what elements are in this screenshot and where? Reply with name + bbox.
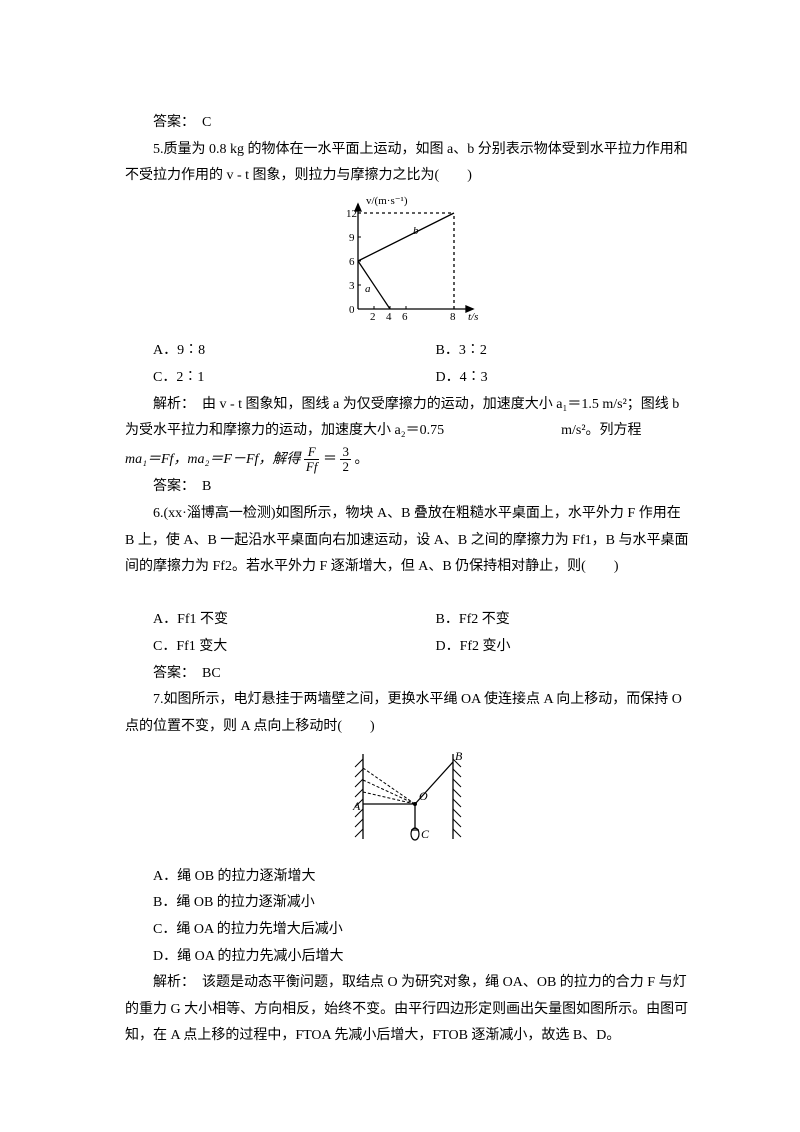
label-C: C [421, 827, 430, 841]
svg-text:6: 6 [402, 311, 408, 323]
q7-optB: B．绳 OB 的拉力逐渐减小 [125, 890, 690, 917]
q7-optC: C．绳 OA 的拉力先增大后减小 [125, 917, 690, 944]
q5-eq-pre: ma₁＝Ff，ma₂＝F－Ff，解得 [125, 452, 300, 467]
frac1-den: Ff [304, 460, 320, 474]
q5-optB: B．3∶2 [408, 338, 691, 365]
q7-stem: 7.如图所示，电灯悬挂于两墙壁之间，更换水平绳 OA 使连接点 A 向上移动，而… [125, 687, 690, 740]
q6-optD: D．Ff2 变小 [408, 634, 691, 661]
frac2-den: 2 [340, 460, 351, 474]
label-O: O [419, 789, 428, 803]
svg-text:4: 4 [386, 311, 392, 323]
xlabel: t/s [468, 311, 478, 323]
svg-text:0: 0 [349, 304, 355, 316]
q7-options: A．绳 OB 的拉力逐渐增大 B．绳 OB 的拉力逐渐减小 C．绳 OA 的拉力… [125, 864, 690, 970]
q6-stem: 6.(xx·淄博高一检测)如图所示，物块 A、B 叠放在粗糙水平桌面上，水平外力… [125, 501, 690, 581]
q6-optA: A．Ff1 不变 [125, 607, 408, 634]
q7-optD: D．绳 OA 的拉力先减小后增大 [125, 944, 690, 971]
q5-optC: C．2∶1 [125, 365, 408, 392]
svg-text:8: 8 [450, 311, 456, 323]
q6-optB: B．Ff2 不变 [408, 607, 691, 634]
q6-options: A．Ff1 不变 B．Ff2 不变 C．Ff1 变大 D．Ff2 变小 [125, 607, 690, 660]
svg-text:3: 3 [349, 280, 355, 292]
q6-answer: 答案： BC [125, 661, 690, 688]
q5-answer: 答案： B [125, 474, 690, 501]
svg-text:a: a [365, 283, 371, 295]
q5-expl-unit: m/s²。列方程 [561, 423, 641, 438]
q5-optD: D．4∶3 [408, 365, 691, 392]
svg-text:9: 9 [349, 232, 355, 244]
label-A: A [352, 799, 361, 813]
q5-options: A．9∶8 B．3∶2 C．2∶1 D．4∶3 [125, 338, 690, 391]
svg-text:12: 12 [346, 208, 357, 220]
frac1-num: F [304, 445, 320, 460]
ylabel: v/(m·s⁻¹) [366, 195, 408, 207]
svg-text:b: b [413, 225, 419, 237]
q7-expl: 解析： 该题是动态平衡问题，取结点 O 为研究对象，绳 OA、OB 的拉力的合力… [125, 970, 690, 1050]
q5-expl1: 解析： 由 v - t 图象知，图线 a 为仅受摩擦力的运动，加速度大小 a₁＝… [125, 392, 690, 445]
svg-text:2: 2 [370, 311, 376, 323]
eq-post: 。 [354, 452, 368, 467]
q4-answer: 答案： C [125, 110, 690, 137]
q6-optC: C．Ff1 变大 [125, 634, 408, 661]
q5-optA: A．9∶8 [125, 338, 408, 365]
q7-diagram: A B O C [125, 744, 690, 860]
q5-expl-eq: ma₁＝Ff，ma₂＝F－Ff，解得 FFf ＝ 32 。 [125, 445, 690, 475]
q5-chart: v/(m·s⁻¹) 12 9 6 3 0 2 4 6 8 t/s a b [125, 194, 690, 335]
eq-mid: ＝ [323, 452, 337, 467]
label-B: B [455, 749, 463, 763]
q5-stem: 5.质量为 0.8 kg 的物体在一水平面上运动，如图 a、b 分别表示物体受到… [125, 137, 690, 190]
q7-optA: A．绳 OB 的拉力逐渐增大 [125, 864, 690, 891]
svg-text:6: 6 [349, 256, 355, 268]
frac2-num: 3 [340, 445, 351, 460]
